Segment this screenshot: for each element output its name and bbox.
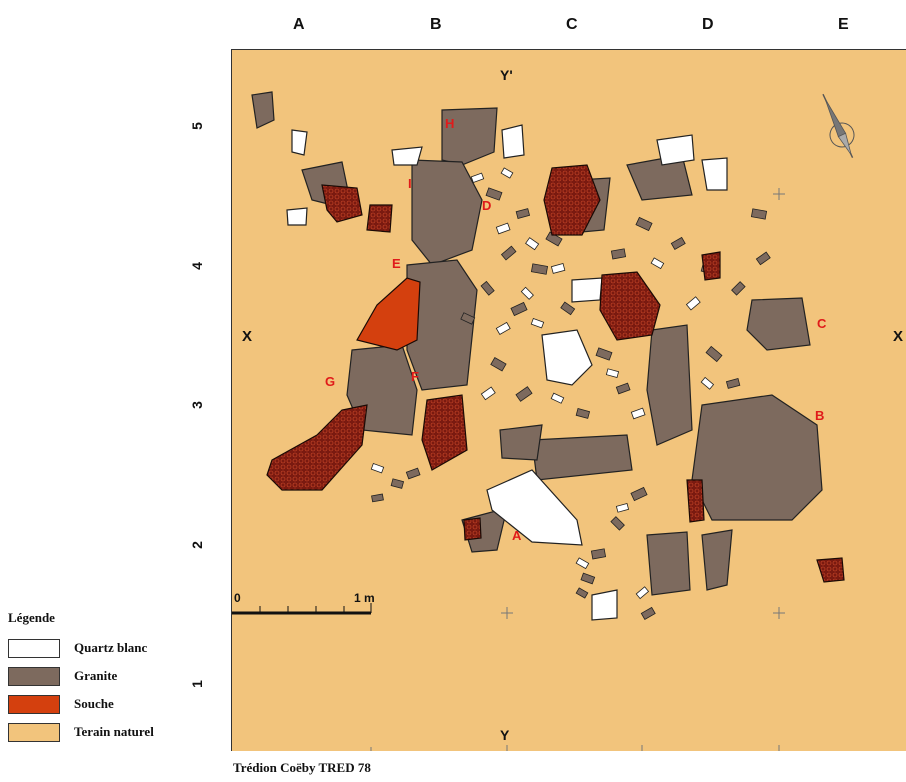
- legend-title: Légende: [8, 610, 55, 625]
- feature-label-b: B: [815, 408, 824, 423]
- legend-item-terrain: Terain naturel: [8, 722, 154, 742]
- feature-label-i: I: [408, 176, 412, 191]
- column-label-d: D: [702, 16, 714, 33]
- granite-blocks: [251, 91, 823, 596]
- grid-crosses: [370, 188, 785, 751]
- souche-c-mid: [599, 271, 661, 341]
- column-label-b: B: [430, 16, 442, 33]
- column-label-e: E: [838, 16, 849, 33]
- feature-label-h: H: [445, 116, 454, 131]
- scale-bar-end: 1 m: [354, 591, 375, 605]
- legend-item-granite: Granite: [8, 666, 117, 686]
- row-label-5: 5: [188, 122, 205, 130]
- legend-swatch-quartz: [8, 638, 60, 658]
- legend-label-terrain: Terain naturel: [74, 724, 154, 739]
- scale-bar-start: 0: [234, 591, 241, 605]
- row-label-4: 4: [188, 262, 205, 270]
- granite-block-b: [691, 394, 823, 521]
- row-label-1: 1: [188, 680, 205, 688]
- feature-label-g: G: [325, 374, 335, 389]
- map-svg: 0 1 m Y' Y X X A B C D E F G H I: [232, 67, 903, 751]
- feature-label-d: D: [482, 198, 491, 213]
- granite-block-i: [411, 159, 483, 266]
- axis-marker-bottom: Y: [500, 727, 510, 743]
- north-arrow-icon: [822, 93, 855, 158]
- row-label-3: 3: [188, 401, 205, 409]
- legend-swatch-granite: [8, 666, 60, 686]
- granite-block-c: [746, 297, 811, 351]
- granite-block-low-1: [646, 531, 691, 596]
- legend-swatch-souche: [8, 694, 60, 714]
- axis-marker-top: Y': [500, 67, 513, 83]
- granite-block-h: [441, 107, 498, 166]
- row-label-2: 2: [188, 541, 205, 549]
- granite-block-center: [531, 434, 633, 481]
- quartz-block-a: [486, 469, 583, 546]
- quartz-blocks: [286, 124, 728, 621]
- legend-label-quartz: Quartz blanc: [74, 640, 148, 655]
- legend-item-quartz: Quartz blanc: [8, 638, 147, 658]
- granite-block-long: [646, 324, 693, 446]
- legend-label-souche: Souche: [74, 696, 114, 711]
- axis-marker-right: X: [893, 328, 903, 345]
- souche-features: [266, 164, 845, 583]
- granite-block-e: [406, 259, 478, 391]
- column-label-c: C: [566, 16, 578, 33]
- feature-label-a: A: [512, 528, 522, 543]
- souche-c-top: [543, 164, 601, 236]
- legend-item-souche: Souche: [8, 694, 114, 714]
- scale-bar: 0 1 m: [232, 591, 375, 615]
- feature-label-f: F: [411, 369, 419, 384]
- souche-g: [266, 404, 368, 491]
- legend-swatch-terrain: [8, 722, 60, 742]
- feature-label-e: E: [392, 256, 401, 271]
- site-credit: Trédion Coëby TRED 78: [233, 760, 371, 775]
- souche-e: [356, 277, 421, 351]
- souche-f: [421, 394, 468, 471]
- rubble-stones: [370, 167, 771, 621]
- granite-block-low-2: [701, 529, 733, 591]
- column-label-a: A: [293, 16, 305, 33]
- feature-label-c: C: [817, 316, 827, 331]
- axis-marker-left: X: [242, 328, 252, 345]
- excavation-map: 0 1 m Y' Y X X A B C D E F G H I: [231, 49, 906, 751]
- legend-label-granite: Granite: [74, 668, 118, 683]
- feature-labels: A B C D E F G H I: [325, 116, 827, 543]
